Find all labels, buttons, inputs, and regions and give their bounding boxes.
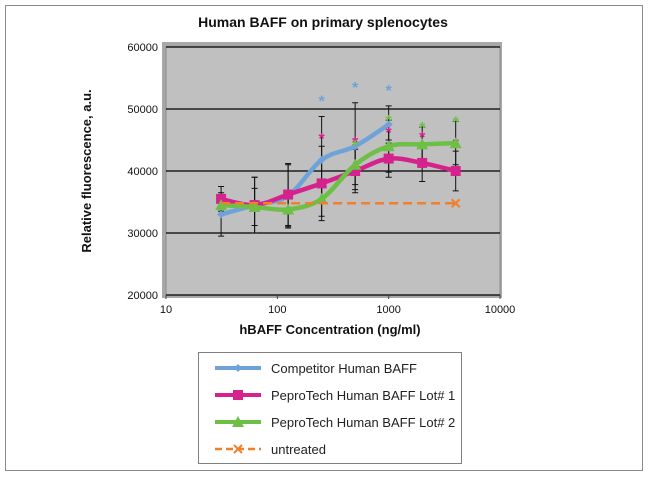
data-point-series-1 [283, 189, 294, 200]
x-tick-label: 1000 [376, 304, 400, 316]
significance-star-series-1: * [419, 129, 426, 146]
significance-star-series-2: * [386, 113, 393, 130]
significance-star-series-0: * [319, 93, 326, 110]
data-point-series-2 [282, 203, 295, 215]
x-axis-label: hBAFF Concentration (ng/ml) [239, 322, 420, 337]
data-point-series-1 [316, 178, 327, 189]
significance-star-series-0: * [386, 83, 393, 100]
legend-label-untreated: untreated [271, 441, 326, 457]
significance-star-series-1: * [319, 131, 326, 148]
series-layer: ************ [215, 80, 462, 237]
data-point-series-2 [215, 199, 228, 211]
legend-item-competitor: Competitor Human BAFF [213, 357, 417, 379]
significance-star-series-2: * [453, 114, 460, 131]
data-point-series-0 [217, 210, 226, 219]
data-point-series-0 [351, 142, 360, 151]
legend-swatch-untreated [215, 444, 261, 454]
axes: 20000 30000 40000 50000 60000 10 100 1000 10000 [127, 42, 515, 316]
chart-frame [5, 5, 643, 471]
chart-title: Human BAFF on primary splenocytes [198, 14, 448, 30]
data-point-series-2 [315, 192, 328, 204]
data-point-series-1 [383, 153, 394, 164]
significance-star-series-2: * [352, 138, 359, 155]
significance-star-series-2: * [419, 120, 426, 137]
legend-swatch-competitor [215, 364, 261, 372]
data-point-series-2 [349, 158, 362, 170]
y-tick-label: 20000 [127, 290, 158, 302]
data-point-series-2 [449, 137, 462, 149]
chart-legend: Competitor Human BAFF PeproTech Human BA… [198, 352, 462, 464]
x-tick-label: 100 [268, 304, 286, 316]
significance-star-series-0: * [352, 80, 359, 97]
legend-label-lot2: PeproTech Human BAFF Lot# 2 [271, 414, 456, 430]
gridlines [166, 46, 500, 296]
data-point-series-1 [417, 157, 428, 168]
data-point-series-3 [450, 198, 461, 208]
data-point-series-0 [384, 120, 393, 129]
data-point-series-2 [416, 138, 429, 150]
legend-item-lot1: PeproTech Human BAFF Lot# 1 [213, 384, 455, 406]
legend-swatch-lot2 [215, 416, 261, 427]
data-point-series-2 [248, 200, 261, 212]
significance-star-series-1: * [386, 125, 393, 142]
y-axis-label: Relative fluorescence, a.u. [79, 89, 94, 252]
data-point-series-1 [350, 166, 361, 176]
data-point-series-0 [317, 155, 326, 164]
legend-item-untreated: untreated [213, 438, 326, 460]
legend-label-competitor: Competitor Human BAFF [271, 360, 417, 376]
y-tick-label: 30000 [127, 228, 158, 240]
legend-item-lot2: PeproTech Human BAFF Lot# 2 [213, 411, 455, 433]
legend-swatch-lot1 [215, 390, 261, 400]
data-point-series-1 [450, 166, 461, 176]
data-point-series-1 [216, 193, 227, 204]
x-tick-label: 10000 [485, 304, 516, 316]
y-tick-label: 50000 [127, 104, 158, 116]
significance-star-series-1: * [352, 134, 359, 151]
y-tick-label: 40000 [127, 166, 158, 178]
legend-label-lot1: PeproTech Human BAFF Lot# 1 [271, 387, 456, 403]
data-point-series-2 [382, 140, 395, 152]
x-tick-label: 10 [160, 304, 172, 316]
y-tick-label: 60000 [127, 42, 158, 54]
